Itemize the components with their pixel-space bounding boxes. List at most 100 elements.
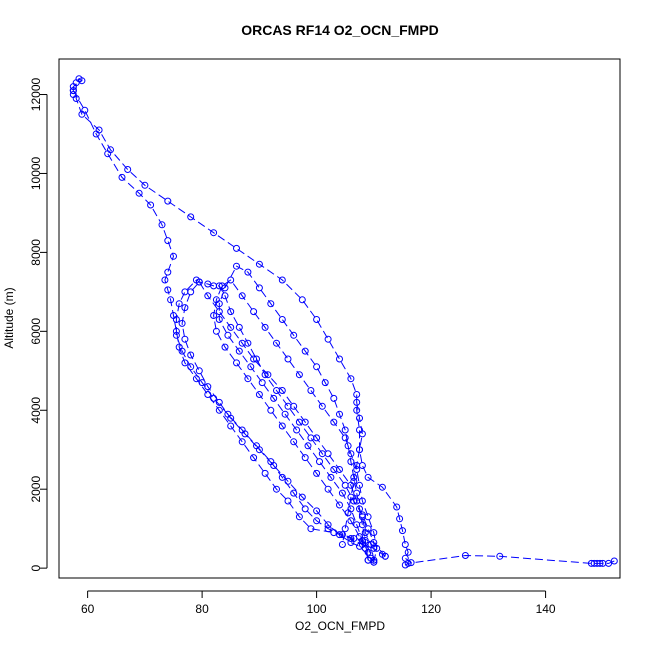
data-point [347,458,355,466]
data-point [321,379,329,387]
data-point [278,316,286,323]
x-tick-label: 100 [307,602,327,616]
data-point [338,541,346,548]
data-point [330,394,338,402]
data-point [313,507,321,515]
data-point [273,485,280,493]
data-point [187,351,195,359]
data-point [210,229,218,237]
data-point [318,402,326,410]
series-line [213,279,378,563]
y-tick-label: 6000 [29,318,43,345]
data-point [247,363,255,371]
data-point [358,462,366,469]
y-tick-label: 0 [29,564,43,571]
data-point [341,426,349,434]
data-point [496,552,504,560]
data-point [353,489,361,497]
data-point [378,483,386,491]
data-point [233,244,240,252]
data-point [401,561,409,569]
data-point [238,438,246,446]
chart-title: ORCAS RF14 O2_OCN_FMPD [241,22,439,38]
data-point [161,276,169,284]
data-point [336,466,343,473]
data-point [244,375,252,383]
data-point [255,446,263,454]
data-point [284,497,292,505]
data-point [401,554,409,562]
data-point [399,527,406,535]
data-point [364,473,372,481]
data-point [290,402,298,410]
data-point [341,525,349,533]
data-point [267,300,275,308]
data-point [158,221,166,229]
y-axis-label: Altitude (m) [2,287,16,348]
x-axis-label: O2_OCN_FMPD [295,619,385,633]
data-point [367,541,375,548]
data-point [104,150,112,158]
data-point [284,355,292,363]
x-tick-label: 60 [81,602,95,616]
data-point [344,509,352,517]
data-point [324,525,332,533]
data-point [313,517,321,525]
data-point [281,410,289,418]
data-point [327,473,335,481]
data-point [215,398,223,406]
data-point [353,462,361,469]
data-point [164,268,172,276]
data-point [353,391,361,398]
data-point [324,485,332,493]
data-point [353,398,361,406]
series-line [218,265,369,561]
data-point [204,292,212,300]
data-point [278,276,286,284]
data-point [284,402,292,410]
data-point [347,375,355,383]
data-point [364,556,372,564]
data-point [284,477,292,485]
data-point [336,501,343,509]
data-point [215,406,223,414]
data-point [290,331,298,339]
data-point [381,552,389,560]
data-point [407,559,415,567]
data-point [181,359,189,367]
data-point [81,106,89,114]
data-point [175,300,183,308]
data-point [610,557,618,565]
data-point [341,434,349,442]
data-point [330,418,338,426]
data-point [164,197,172,205]
data-point [258,379,266,387]
data-point [267,406,275,414]
data-point [344,442,352,450]
data-point [324,521,332,529]
data-point [587,559,595,567]
data-point [347,450,355,458]
data-point [373,544,381,552]
data-point [181,304,189,312]
data-point [204,391,212,398]
data-point [356,414,363,422]
data-point [250,308,258,316]
data-point [172,316,180,323]
series-layer [69,75,618,569]
data-point [238,339,246,347]
data-point [187,213,195,221]
data-point [178,319,186,327]
data-point [195,278,203,286]
data-point [255,391,263,398]
data-point [358,537,366,544]
data-point [187,363,195,371]
data-point [358,430,366,438]
data-point [295,371,303,379]
data-point [313,434,321,442]
data-point [361,537,369,544]
data-point [227,308,235,316]
data-point [178,347,186,355]
data-point [364,548,372,556]
data-point [221,284,229,292]
